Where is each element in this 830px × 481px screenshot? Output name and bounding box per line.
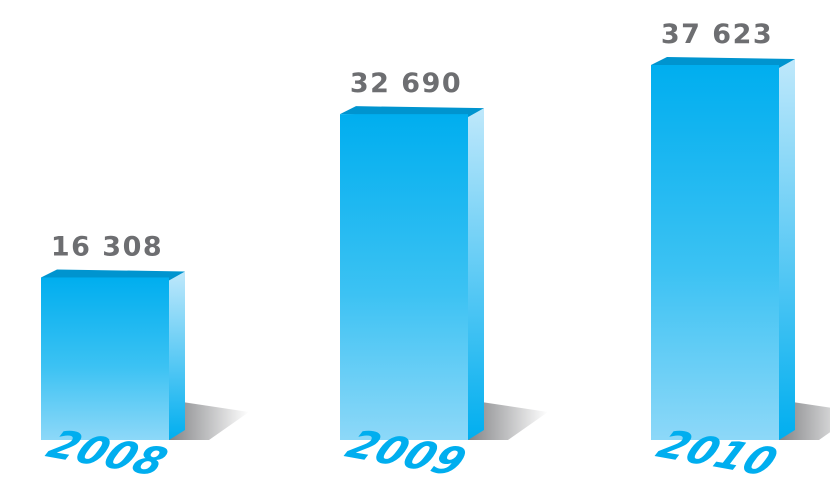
value-label-2008: 16 308 [51,231,163,262]
value-label-2010: 37 623 [661,19,773,50]
bar-shadow [169,400,249,440]
bar-side-face [779,59,795,440]
bar-side-face [169,271,185,440]
bar-side-face [468,108,484,440]
bar-2009 [340,114,468,440]
bar-shadow [468,400,548,440]
bar-2008 [41,277,169,440]
bar-2010 [651,65,779,440]
value-label-2009: 32 690 [350,68,462,99]
